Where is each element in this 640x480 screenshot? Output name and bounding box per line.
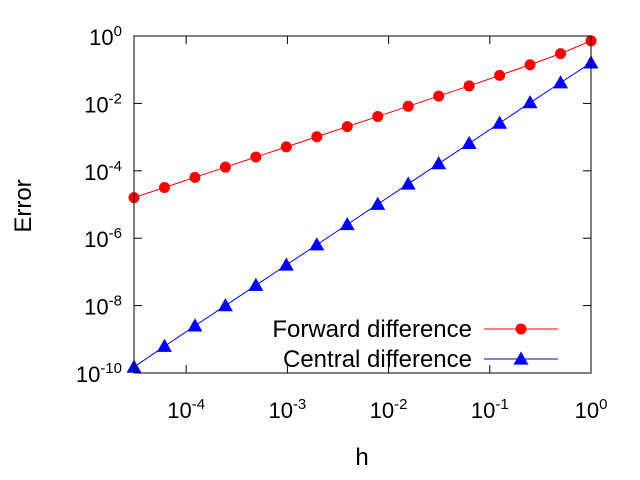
legend-marker bbox=[515, 323, 527, 335]
data-point bbox=[461, 135, 477, 150]
y-tick-label: 10-4 bbox=[84, 158, 122, 185]
y-ticks: 10-10 10-8 10-6 10-4 10-2 100 bbox=[76, 23, 591, 387]
data-point bbox=[553, 75, 569, 89]
y-tick-label: 100 bbox=[89, 23, 122, 50]
data-point bbox=[555, 48, 567, 60]
data-point bbox=[433, 90, 445, 102]
data-point bbox=[280, 141, 292, 153]
x-tick-label: 10-4 bbox=[167, 396, 205, 423]
data-point bbox=[156, 338, 172, 352]
legend-label: Forward difference bbox=[272, 316, 472, 343]
data-point bbox=[311, 131, 323, 143]
x-tick-label: 10-1 bbox=[471, 396, 509, 423]
data-point bbox=[278, 257, 294, 271]
data-point bbox=[463, 80, 475, 92]
x-ticks: 10-4 10-3 10-2 10-1 100 bbox=[167, 36, 607, 423]
x-tick-label: 10-2 bbox=[370, 396, 408, 423]
x-axis-label: h bbox=[355, 444, 368, 471]
data-point bbox=[341, 121, 353, 133]
data-point bbox=[189, 171, 201, 183]
data-point bbox=[492, 115, 508, 129]
series-line bbox=[133, 62, 592, 368]
data-point bbox=[372, 110, 384, 122]
y-axis-label: Error bbox=[10, 179, 37, 232]
data-point bbox=[339, 216, 355, 231]
data-point bbox=[158, 181, 170, 193]
plot-frame bbox=[133, 35, 592, 374]
data-point bbox=[187, 318, 203, 332]
data-point bbox=[217, 298, 233, 312]
data-point bbox=[370, 196, 386, 210]
legend-label: Central difference bbox=[283, 346, 472, 373]
data-point bbox=[248, 277, 264, 291]
legend-marker bbox=[513, 351, 529, 365]
data-point bbox=[524, 59, 536, 71]
y-tick-label: 10-8 bbox=[84, 293, 122, 320]
x-tick-label: 100 bbox=[575, 396, 608, 423]
y-tick-label: 10-10 bbox=[76, 360, 122, 387]
legend-item: Central difference bbox=[283, 346, 558, 373]
series-line bbox=[133, 40, 592, 199]
x-tick-label: 10-3 bbox=[268, 396, 306, 423]
data-point bbox=[250, 151, 262, 163]
data-point bbox=[402, 100, 414, 112]
data-point bbox=[522, 95, 538, 109]
legend-item: Forward difference bbox=[272, 316, 558, 343]
data-point bbox=[431, 156, 447, 170]
legend: Forward difference Central difference bbox=[272, 316, 558, 373]
data-point bbox=[494, 69, 506, 81]
series-forward-difference bbox=[128, 35, 597, 204]
data-point bbox=[219, 161, 231, 173]
data-point bbox=[400, 176, 416, 190]
data-point bbox=[309, 237, 325, 251]
y-tick-label: 10-2 bbox=[84, 90, 122, 117]
y-tick-label: 10-6 bbox=[84, 225, 122, 252]
